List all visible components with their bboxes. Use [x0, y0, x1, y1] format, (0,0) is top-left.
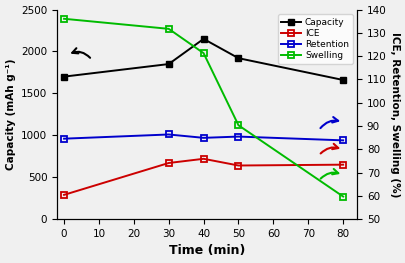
Line: Swelling: Swelling — [61, 16, 345, 200]
Swelling — [340, 195, 345, 198]
Retention — [62, 137, 66, 140]
ICE — [340, 163, 345, 166]
Retention — [166, 133, 171, 136]
Retention — [340, 139, 345, 142]
Line: Capacity: Capacity — [61, 36, 345, 83]
ICE — [200, 157, 205, 160]
X-axis label: Time (min): Time (min) — [168, 244, 245, 257]
Capacity — [235, 57, 240, 60]
Retention — [200, 136, 205, 139]
ICE — [235, 164, 240, 167]
Line: ICE: ICE — [61, 156, 345, 198]
Swelling — [200, 52, 205, 55]
Legend: Capacity, ICE, Retention, Swelling: Capacity, ICE, Retention, Swelling — [277, 14, 352, 64]
Y-axis label: ICE, Retention, Swelling (%): ICE, Retention, Swelling (%) — [390, 32, 399, 197]
Swelling — [166, 27, 171, 31]
Capacity — [166, 63, 171, 66]
Capacity — [62, 75, 66, 78]
Capacity — [200, 37, 205, 41]
Swelling — [235, 124, 240, 127]
Capacity — [340, 78, 345, 82]
Retention — [235, 135, 240, 138]
Line: Retention: Retention — [61, 131, 345, 144]
ICE — [62, 193, 66, 196]
Swelling — [62, 17, 66, 20]
Y-axis label: Capacity (mAh g⁻¹): Capacity (mAh g⁻¹) — [6, 59, 15, 170]
ICE — [166, 161, 171, 165]
